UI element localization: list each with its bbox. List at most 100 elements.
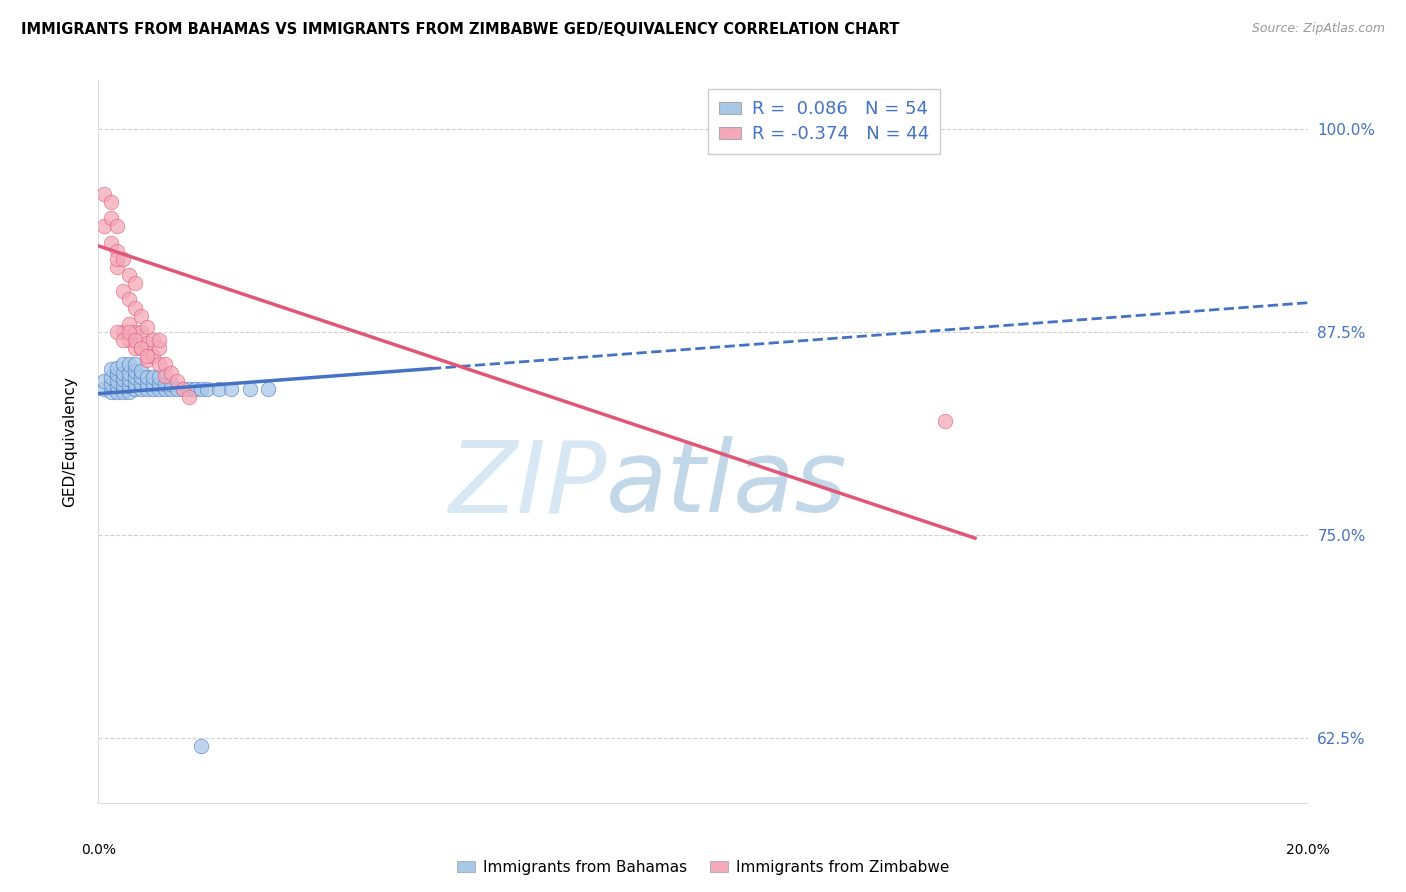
Point bbox=[105, 219, 128, 234]
Point bbox=[208, 382, 231, 396]
Point bbox=[135, 370, 157, 384]
Text: IMMIGRANTS FROM BAHAMAS VS IMMIGRANTS FROM ZIMBABWE GED/EQUIVALENCY CORRELATION : IMMIGRANTS FROM BAHAMAS VS IMMIGRANTS FR… bbox=[21, 22, 900, 37]
Point bbox=[111, 252, 134, 266]
Point bbox=[105, 367, 128, 381]
Point bbox=[153, 382, 176, 396]
Point bbox=[118, 366, 141, 380]
Point bbox=[105, 384, 128, 399]
Point bbox=[100, 384, 122, 399]
Point bbox=[100, 195, 122, 210]
Point bbox=[105, 374, 128, 388]
Point bbox=[135, 336, 157, 351]
Point bbox=[93, 374, 115, 388]
Point bbox=[172, 382, 194, 396]
Point bbox=[124, 341, 146, 355]
Point bbox=[148, 370, 170, 384]
Point bbox=[111, 325, 134, 339]
Point bbox=[172, 382, 194, 396]
Point bbox=[111, 366, 134, 380]
Point bbox=[166, 382, 188, 396]
Point bbox=[129, 370, 152, 384]
Point bbox=[100, 370, 122, 384]
Legend: Immigrants from Bahamas, Immigrants from Zimbabwe: Immigrants from Bahamas, Immigrants from… bbox=[451, 854, 955, 881]
Point bbox=[129, 341, 152, 355]
Point bbox=[124, 277, 146, 291]
Point bbox=[105, 252, 128, 266]
Point bbox=[160, 366, 183, 380]
Point bbox=[124, 358, 146, 372]
Point bbox=[153, 376, 176, 391]
Point bbox=[148, 358, 170, 372]
Point bbox=[195, 382, 218, 396]
Point bbox=[135, 382, 157, 396]
Point bbox=[105, 325, 128, 339]
Point bbox=[179, 382, 201, 396]
Point bbox=[184, 382, 207, 396]
Point bbox=[100, 235, 122, 250]
Point bbox=[135, 320, 157, 334]
Point bbox=[129, 382, 152, 396]
Text: 20.0%: 20.0% bbox=[1285, 844, 1330, 857]
Point bbox=[124, 301, 146, 315]
Point bbox=[135, 352, 157, 367]
Point bbox=[934, 414, 956, 428]
Point bbox=[105, 360, 128, 375]
Point bbox=[100, 211, 122, 226]
Point bbox=[124, 370, 146, 384]
Point bbox=[100, 362, 122, 376]
Point bbox=[221, 382, 243, 396]
Point bbox=[129, 364, 152, 378]
Point bbox=[93, 186, 115, 201]
Point bbox=[135, 376, 157, 391]
Point bbox=[148, 376, 170, 391]
Point bbox=[111, 384, 134, 399]
Point bbox=[256, 382, 278, 396]
Y-axis label: GED/Equivalency: GED/Equivalency bbox=[63, 376, 77, 507]
Point bbox=[129, 341, 152, 355]
Point bbox=[142, 370, 165, 384]
Point bbox=[118, 378, 141, 392]
Point bbox=[124, 333, 146, 347]
Point bbox=[179, 390, 201, 404]
Point bbox=[142, 349, 165, 363]
Point bbox=[118, 317, 141, 331]
Point bbox=[129, 376, 152, 391]
Point bbox=[124, 325, 146, 339]
Point bbox=[135, 349, 157, 363]
Point bbox=[124, 364, 146, 378]
Point bbox=[160, 382, 183, 396]
Point bbox=[118, 358, 141, 372]
Point bbox=[93, 219, 115, 234]
Point bbox=[129, 309, 152, 323]
Point bbox=[129, 325, 152, 339]
Point bbox=[148, 341, 170, 355]
Point bbox=[124, 376, 146, 391]
Text: Source: ZipAtlas.com: Source: ZipAtlas.com bbox=[1251, 22, 1385, 36]
Point bbox=[190, 739, 212, 753]
Text: atlas: atlas bbox=[606, 436, 848, 533]
Point bbox=[142, 333, 165, 347]
Point bbox=[148, 382, 170, 396]
Point bbox=[105, 378, 128, 392]
Point bbox=[118, 268, 141, 282]
Point bbox=[93, 382, 115, 396]
Point bbox=[111, 285, 134, 299]
Point bbox=[160, 376, 183, 391]
Point bbox=[166, 374, 188, 388]
Text: ZIP: ZIP bbox=[449, 436, 606, 533]
Point bbox=[105, 260, 128, 274]
Point bbox=[111, 358, 134, 372]
Point bbox=[148, 333, 170, 347]
Point bbox=[239, 382, 262, 396]
Point bbox=[105, 244, 128, 258]
Point bbox=[100, 376, 122, 391]
Point bbox=[153, 368, 176, 383]
Point bbox=[142, 382, 165, 396]
Point bbox=[190, 382, 212, 396]
Point bbox=[118, 372, 141, 386]
Point bbox=[118, 325, 141, 339]
Point bbox=[142, 376, 165, 391]
Point bbox=[111, 372, 134, 386]
Text: 0.0%: 0.0% bbox=[82, 844, 115, 857]
Point bbox=[111, 333, 134, 347]
